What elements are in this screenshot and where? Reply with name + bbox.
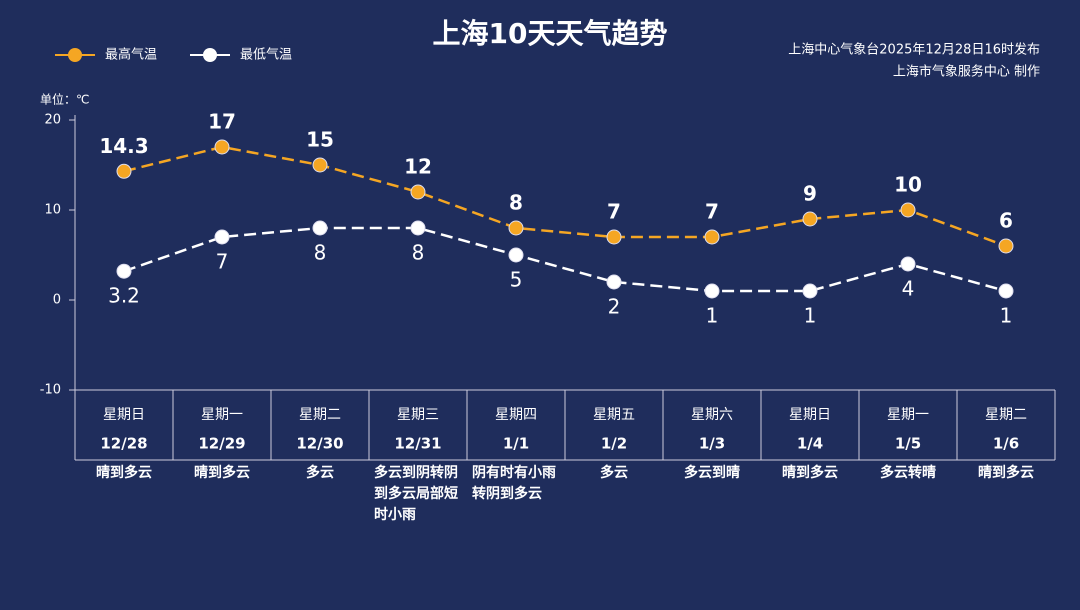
point [410, 184, 426, 200]
x-tick-label: 12/31 [394, 435, 441, 453]
point [312, 220, 328, 236]
source: 上海中心气象台2025年12月28日16时发布 [788, 42, 1040, 58]
data-label: 17 [208, 110, 236, 134]
point [802, 211, 818, 227]
unit-label: 单位：℃ [40, 92, 89, 107]
chart-title: 上海10天天气趋势 [433, 17, 668, 50]
weekday-label: 星期日 [789, 407, 831, 423]
x-tick-label: 1/3 [699, 435, 725, 453]
point [802, 283, 818, 299]
y-tick-label: -10 [40, 383, 61, 398]
point [998, 238, 1014, 254]
point [900, 202, 916, 218]
data-label: 12 [404, 155, 432, 179]
point [998, 283, 1014, 299]
x-tick-label: 1/2 [601, 435, 627, 453]
data-label: 4 [902, 277, 915, 301]
series-line [123, 226, 1007, 293]
weekday-label: 星期五 [593, 407, 635, 423]
x-tick-label: 12/29 [198, 435, 245, 453]
point [704, 229, 720, 245]
weather-cell: 多云到阴转阴到多云局部短时小雨 [369, 463, 467, 526]
legend-label: 最低气温 [240, 47, 292, 63]
weather-cell: 多云到晴 [663, 463, 761, 484]
point [606, 274, 622, 290]
weather-text: 多云到阴转阴到多云局部短时小雨 [374, 465, 458, 523]
data-label: 9 [803, 182, 817, 206]
point [312, 157, 328, 173]
weather-text: 晴到多云 [194, 465, 250, 481]
data-label: 10 [894, 173, 922, 197]
data-label: 7 [216, 250, 229, 274]
legend-marker [203, 48, 217, 62]
legend-label: 最高气温 [105, 47, 157, 63]
weekday-label: 星期二 [985, 407, 1027, 423]
point [508, 247, 524, 263]
data-label: 7 [607, 200, 621, 224]
weekday-label: 星期二 [299, 407, 341, 423]
weather-text: 晴到多云 [782, 465, 838, 481]
data-label: 8 [412, 241, 425, 265]
point [900, 256, 916, 272]
weather-cell: 多云 [565, 463, 663, 484]
weather-text: 阴有时有小雨转阴到多云 [472, 465, 556, 502]
data-label: 8 [509, 191, 523, 215]
x-tick-label: 1/6 [993, 435, 1019, 453]
data-label: 6 [999, 209, 1013, 233]
point [410, 220, 426, 236]
weather-cell: 晴到多云 [173, 463, 271, 484]
point [508, 220, 524, 236]
point [214, 139, 230, 155]
weather-text: 多云转晴 [880, 465, 936, 481]
data-label: 1 [1000, 304, 1013, 328]
data-label: 14.3 [99, 134, 148, 158]
weather-text: 多云 [306, 465, 334, 481]
x-tick-label: 12/30 [296, 435, 343, 453]
series-line [123, 145, 1007, 248]
y-tick-label: 0 [53, 293, 61, 308]
weather-cell: 晴到多云 [75, 463, 173, 484]
point [214, 229, 230, 245]
y-tick-label: 10 [44, 203, 61, 218]
data-label: 1 [804, 304, 817, 328]
data-label: 3.2 [108, 284, 140, 308]
legend-marker [68, 48, 82, 62]
weather-text: 晴到多云 [96, 465, 152, 481]
x-tick-label: 1/5 [895, 435, 921, 453]
point [116, 263, 132, 279]
point [704, 283, 720, 299]
weather-cell: 晴到多云 [957, 463, 1055, 484]
weather-cell: 晴到多云 [761, 463, 859, 484]
weather-cell: 多云转晴 [859, 463, 957, 484]
weather-text: 多云到晴 [684, 465, 740, 481]
x-tick-label: 1/4 [797, 435, 823, 453]
weekday-label: 星期四 [495, 407, 537, 423]
weekday-label: 星期一 [201, 407, 243, 423]
point [116, 163, 132, 179]
data-label: 7 [705, 200, 719, 224]
weekday-label: 星期一 [887, 407, 929, 423]
x-tick-label: 1/1 [503, 435, 529, 453]
data-label: 8 [314, 241, 327, 265]
data-label: 2 [608, 295, 621, 319]
data-label: 15 [306, 128, 334, 152]
data-label: 5 [510, 268, 523, 292]
data-label: 1 [706, 304, 719, 328]
y-tick-label: 20 [44, 113, 61, 128]
weather-text: 多云 [600, 465, 628, 481]
source: 上海市气象服务中心 制作 [893, 64, 1040, 80]
weather-cell: 多云 [271, 463, 369, 484]
point [606, 229, 622, 245]
x-tick-label: 12/28 [100, 435, 147, 453]
weekday-label: 星期六 [691, 407, 733, 423]
weather-cell: 阴有时有小雨转阴到多云 [467, 463, 565, 505]
weekday-label: 星期日 [103, 407, 145, 423]
weather-text: 晴到多云 [978, 465, 1034, 481]
weekday-label: 星期三 [397, 407, 439, 423]
